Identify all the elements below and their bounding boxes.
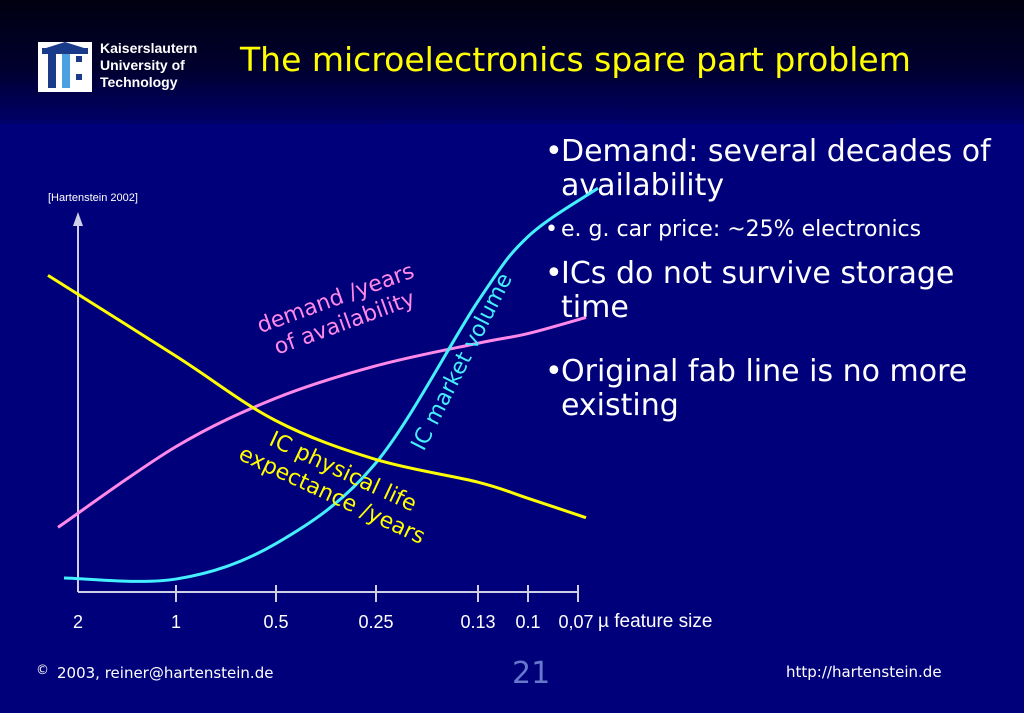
citation: [Hartenstein 2002]	[48, 192, 138, 204]
x-tick-label: 0.13	[460, 612, 495, 632]
copyright-text: 2003, reiner@hartenstein.de	[57, 664, 274, 682]
logo-line-1: Kaiserslautern	[100, 40, 198, 56]
logo-line-3: Technology	[100, 74, 178, 90]
bullet-dot-icon: •	[545, 134, 563, 169]
bullet-text: Demand: several decades of availability	[561, 134, 991, 203]
logo-emblem-icon	[42, 42, 88, 88]
x-tick-label: 1	[171, 612, 181, 632]
copyright-icon: ©	[36, 663, 49, 678]
bullet-item: • ICs do not survive storage time	[545, 257, 1015, 325]
header-bar	[0, 0, 1024, 124]
demand-curve-label: demand /years of availability	[254, 259, 419, 360]
bullet-dot-icon: •	[545, 354, 563, 389]
y-axis-arrow	[73, 212, 83, 226]
x-tick-label: 0.1	[515, 612, 540, 632]
x-tick-label: 0.5	[263, 612, 288, 632]
bullet-list: • Demand: several decades of availabilit…	[545, 135, 1015, 423]
market-label: IC market volume	[407, 269, 518, 454]
footer-copyright: © 2003, reiner@hartenstein.de	[36, 663, 273, 682]
market-curve-label: IC market volume	[407, 269, 518, 454]
bullet-dot-icon: •	[545, 217, 558, 242]
x-tick-label: 2	[73, 612, 83, 632]
x-tick-label: 0,07	[558, 612, 593, 632]
bullet-item: • Original fab line is no more existing	[545, 355, 1015, 423]
bullet-text: e. g. car price: ~25% electronics	[561, 217, 922, 242]
series-line-life	[47, 274, 587, 520]
page-number: 21	[512, 656, 551, 691]
x-tick-label: 0.25	[358, 612, 393, 632]
series-line-demand	[57, 315, 587, 529]
x-axis-unit-label: µ feature size	[598, 611, 712, 632]
bullet-dot-icon: •	[545, 256, 563, 291]
bullet-item: • e. g. car price: ~25% electronics	[545, 217, 1015, 243]
x-ticks: 2 1 0.5 0.25 0.13 0.1 0,07	[73, 585, 594, 632]
bullet-text: Original fab line is no more existing	[561, 354, 968, 423]
footer-url: http://hartenstein.de	[786, 663, 942, 681]
university-name: Kaiserslautern University of Technology	[100, 40, 197, 91]
series-line-market	[63, 186, 599, 583]
bullet-item: • Demand: several decades of availabilit…	[545, 135, 1015, 203]
logo-line-2: University of	[100, 57, 185, 73]
university-logo	[38, 42, 92, 92]
slide-title: The microelectronics spare part problem	[240, 40, 911, 79]
bullet-text: ICs do not survive storage time	[561, 256, 955, 325]
